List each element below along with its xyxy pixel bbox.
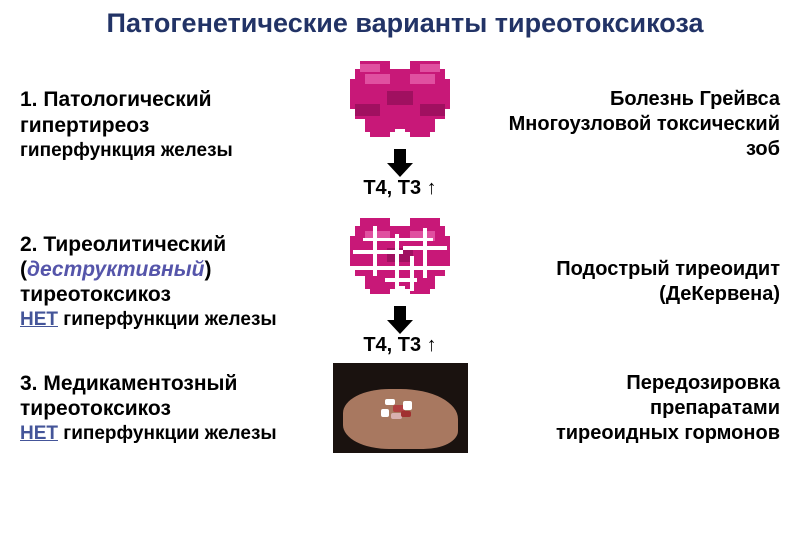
- sec1-right-line1: Болезнь Грейвса: [500, 87, 780, 112]
- sec2-center: Т4, Т3 ↑: [300, 206, 500, 357]
- section-3: 3. Медикаментозный тиреотоксикоз НЕТ гип…: [20, 363, 790, 453]
- thyroid-destroyed-icon: [325, 206, 475, 306]
- slide-title: Патогенетические варианты тиреотоксикоза: [20, 8, 790, 39]
- sec1-heading: 1. Патологический гипертиреоз: [20, 87, 292, 137]
- sec2-heading-em: деструктивный: [27, 258, 205, 281]
- pill-icon: [401, 411, 411, 417]
- sec3-heading: 3. Медикаментозный тиреотоксикоз: [20, 371, 292, 421]
- sec3-right-line1: Передозировка: [500, 371, 780, 396]
- pill-icon: [403, 401, 412, 410]
- sec3-right: Передозировка препаратами тиреоидных гор…: [500, 371, 780, 446]
- sec3-sub-rest: гиперфункции железы: [58, 423, 277, 444]
- hand-pills-image: [333, 363, 468, 453]
- sec1-left: 1. Патологический гипертиреоз гиперфункц…: [20, 87, 300, 161]
- sec1-center: Т4, Т3 ↑: [300, 49, 500, 200]
- pill-icon: [391, 413, 402, 419]
- sec3-center: [300, 363, 500, 453]
- sec2-right-line1: Подострый тиреоидит: [500, 257, 780, 282]
- sec2-right-line2: (ДеКервена): [500, 282, 780, 307]
- sec2-left: 2. Тиреолитический (деструктивный) тирео…: [20, 232, 300, 332]
- sec1-right: Болезнь Грейвса Многоузловой токсический…: [500, 87, 780, 162]
- sec2-heading: 2. Тиреолитический (деструктивный) тирео…: [20, 232, 292, 308]
- sec1-arrow: [383, 149, 417, 179]
- pill-icon: [385, 399, 395, 405]
- sec3-no: НЕТ: [20, 423, 58, 444]
- sec2-hormones: Т4, Т3 ↑: [363, 334, 436, 357]
- sec3-left: 3. Медикаментозный тиреотоксикоз НЕТ гип…: [20, 371, 300, 445]
- thyroid-intact-icon: [325, 49, 475, 149]
- palm-shape: [343, 389, 458, 449]
- sec1-right-line2: Многоузловой токсический зоб: [500, 112, 780, 162]
- slide-root: Патогенетические варианты тиреотоксикоза…: [0, 0, 810, 540]
- sec1-hormones: Т4, Т3 ↑: [363, 177, 436, 200]
- sec2-arrow: [383, 306, 417, 336]
- sec2-no: НЕТ: [20, 309, 58, 330]
- section-1: 1. Патологический гипертиреоз гиперфункц…: [20, 49, 790, 200]
- arrow-down-icon: [383, 306, 417, 336]
- sec2-sub: НЕТ гиперфункции железы: [20, 309, 292, 331]
- sec3-sub: НЕТ гиперфункции железы: [20, 423, 292, 445]
- section-2: 2. Тиреолитический (деструктивный) тирео…: [20, 206, 790, 357]
- sec2-right: Подострый тиреоидит (ДеКервена): [500, 257, 780, 307]
- arrow-down-icon: [383, 149, 417, 179]
- sec1-sub: гиперфункция железы: [20, 140, 292, 162]
- sec2-sub-rest: гиперфункции железы: [58, 309, 277, 330]
- sec3-right-line3: тиреоидных гормонов: [500, 421, 780, 446]
- sec3-right-line2: препаратами: [500, 396, 780, 421]
- pill-icon: [381, 409, 389, 417]
